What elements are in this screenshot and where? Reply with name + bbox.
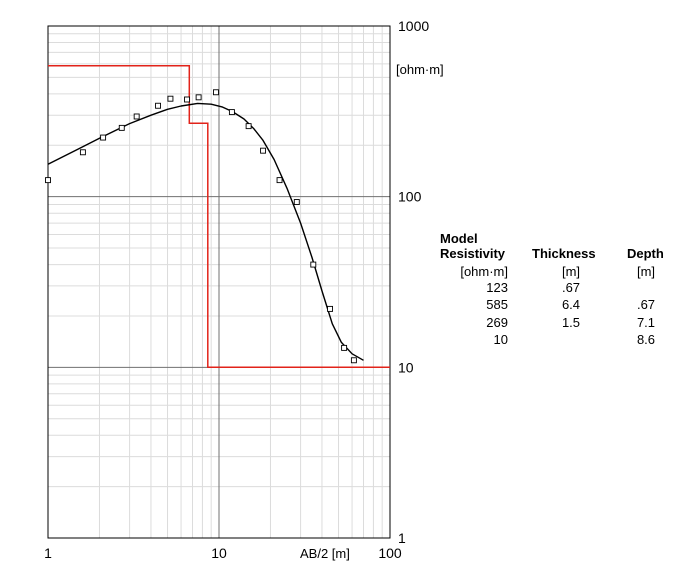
- measured-point: [341, 344, 348, 351]
- x-axis-label: AB/2 [m]: [300, 546, 350, 561]
- measured-point: [100, 134, 107, 141]
- y-tick-label: 100: [398, 189, 422, 205]
- measured-point: [79, 149, 86, 156]
- measured-point: [293, 199, 300, 205]
- model-table-cell-thickness: 1.5: [561, 315, 581, 330]
- y-axis-unit-label: [ohm·m]: [396, 62, 444, 77]
- model-table-header-thickness: Thickness: [532, 246, 596, 261]
- calculated-curve-line: [47, 102, 364, 361]
- model-table-cell-depth: .67: [636, 297, 656, 312]
- model-table-cell-resistivity: 269: [486, 315, 508, 330]
- y-tick-label: 1000: [398, 18, 429, 34]
- model-table-header-depth: Depth: [627, 246, 664, 261]
- model-table-cell-depth: 8.6: [636, 332, 656, 347]
- measured-point: [350, 357, 357, 364]
- y-axis-ticks: 1000 100 10 1: [398, 18, 429, 546]
- model-table-cell-depth: 7.1: [636, 315, 656, 330]
- model-table-unit-thickness: [m]: [561, 264, 581, 279]
- measured-point: [260, 147, 267, 154]
- calculated-curve-series: [47, 102, 364, 361]
- model-table-unit-depth: [m]: [636, 264, 656, 279]
- measured-point: [167, 95, 174, 102]
- model-series: [48, 64, 390, 369]
- model-table-cell-thickness: 6.4: [561, 297, 581, 312]
- x-tick-label: 1: [44, 545, 52, 561]
- x-tick-label: 100: [378, 545, 402, 561]
- measured-point: [118, 124, 125, 131]
- measured-point: [276, 177, 283, 184]
- model-table-cell-thickness: .67: [561, 280, 581, 295]
- grid: [48, 26, 390, 538]
- measured-point: [45, 177, 51, 184]
- model-table-cell-resistivity: 123: [486, 280, 508, 295]
- measured-point: [184, 96, 190, 103]
- x-axis-ticks: 1 10 100: [44, 545, 402, 561]
- model-table-cell-resistivity: 585: [486, 297, 508, 312]
- measured-point: [213, 89, 219, 96]
- model-table-unit-resistivity: [ohm·m]: [460, 264, 508, 279]
- measured-point: [228, 109, 235, 116]
- measured-point: [195, 94, 202, 101]
- x-tick-label: 10: [211, 545, 227, 561]
- model-table-cell-resistivity: 10: [493, 332, 508, 347]
- y-tick-label: 10: [398, 359, 414, 375]
- y-tick-label: 1: [398, 530, 406, 546]
- measured-point: [245, 123, 252, 130]
- measured-point: [310, 261, 317, 268]
- model-table-header-resistivity: Resistivity: [440, 246, 506, 261]
- layered-model-line: [48, 64, 390, 369]
- measured-point: [155, 102, 161, 109]
- measured-point: [133, 113, 140, 120]
- measured-points-series: [45, 89, 357, 364]
- plot-frame: [47, 25, 391, 539]
- measured-point: [327, 305, 333, 312]
- model-table-header-model: Model: [440, 231, 478, 246]
